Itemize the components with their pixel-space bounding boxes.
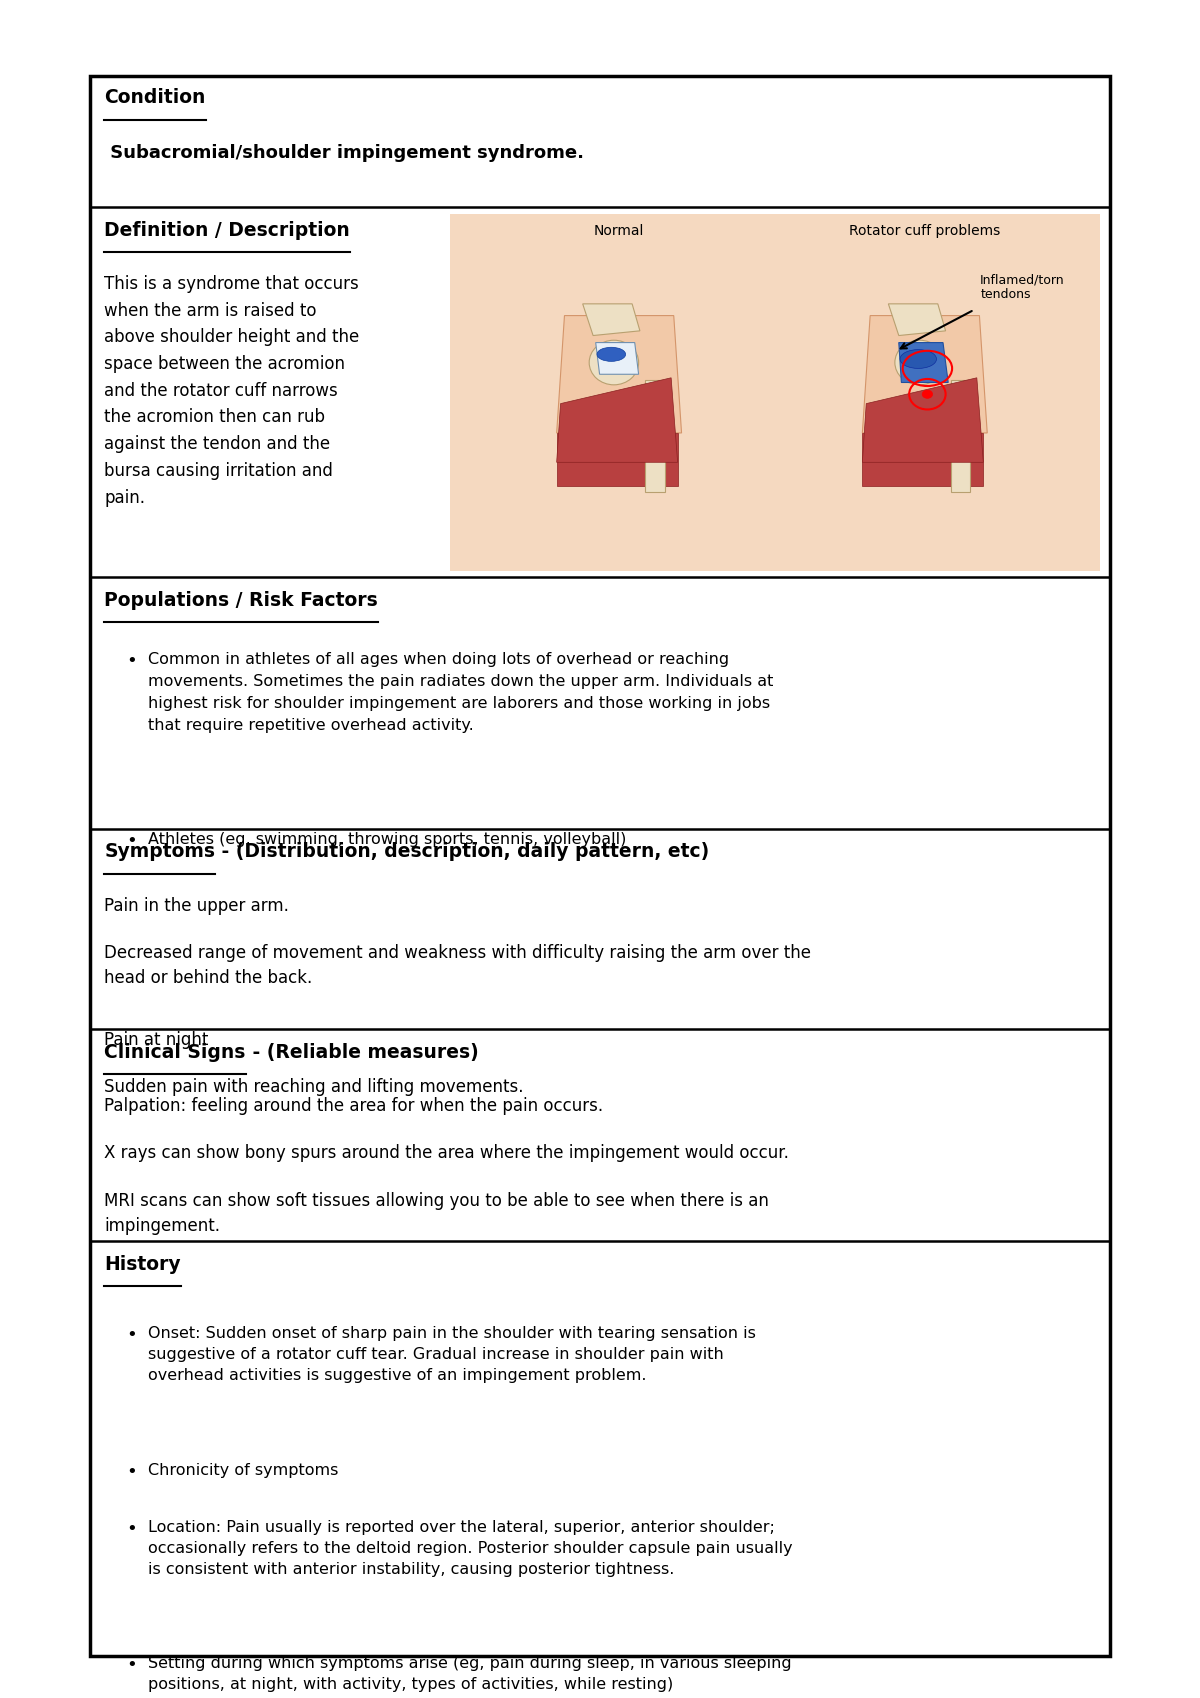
Text: MRI scans can show soft tissues allowing you to be able to see when there is an
: MRI scans can show soft tissues allowing… (104, 1192, 769, 1234)
Text: Chronicity of symptoms: Chronicity of symptoms (148, 1462, 338, 1477)
Text: Palpation: feeling around the area for when the pain occurs.: Palpation: feeling around the area for w… (104, 1097, 604, 1116)
Text: Inflamed/torn
tendons: Inflamed/torn tendons (980, 273, 1064, 301)
Text: •: • (126, 1326, 137, 1345)
Text: Definition / Description: Definition / Description (104, 221, 350, 239)
Text: Decreased range of movement and weakness with difficulty raising the arm over th: Decreased range of movement and weakness… (104, 944, 811, 987)
Text: This is a syndrome that occurs
when the arm is raised to
above shoulder height a: This is a syndrome that occurs when the … (104, 275, 360, 506)
Text: Populations / Risk Factors: Populations / Risk Factors (104, 591, 378, 610)
Polygon shape (950, 380, 971, 492)
Polygon shape (557, 316, 682, 433)
Text: Clinical Signs: Clinical Signs (104, 1043, 246, 1061)
FancyBboxPatch shape (90, 76, 1110, 1656)
Polygon shape (646, 380, 665, 492)
Text: Rotator cuff problems: Rotator cuff problems (850, 224, 1001, 238)
Text: X rays can show bony spurs around the area where the impingement would occur.: X rays can show bony spurs around the ar… (104, 1144, 790, 1163)
Polygon shape (557, 377, 678, 462)
Text: Sudden pain with reaching and lifting movements.: Sudden pain with reaching and lifting mo… (104, 1078, 524, 1097)
Text: Onset: Sudden onset of sharp pain in the shoulder with tearing sensation is
sugg: Onset: Sudden onset of sharp pain in the… (148, 1326, 756, 1384)
Ellipse shape (922, 391, 932, 399)
Text: - (Distribution, description, daily pattern, etc): - (Distribution, description, daily patt… (216, 842, 709, 861)
Polygon shape (863, 377, 983, 462)
Polygon shape (557, 433, 678, 486)
Text: Pain in the upper arm.: Pain in the upper arm. (104, 897, 289, 915)
Ellipse shape (900, 350, 936, 368)
Text: Subacromial/shoulder impingement syndrome.: Subacromial/shoulder impingement syndrom… (104, 144, 584, 163)
Text: •: • (126, 652, 137, 671)
Text: Symptoms: Symptoms (104, 842, 216, 861)
Ellipse shape (589, 340, 638, 385)
Ellipse shape (895, 340, 944, 385)
Text: Normal: Normal (594, 224, 644, 238)
Text: History: History (104, 1255, 181, 1274)
Polygon shape (863, 316, 988, 433)
Text: Common in athletes of all ages when doing lots of overhead or reaching
movements: Common in athletes of all ages when doin… (148, 652, 773, 734)
Polygon shape (583, 304, 640, 336)
Ellipse shape (596, 348, 625, 362)
Polygon shape (888, 304, 946, 336)
Text: •: • (126, 1462, 137, 1481)
FancyBboxPatch shape (450, 214, 1100, 571)
Text: •: • (126, 1520, 137, 1538)
Polygon shape (595, 343, 638, 374)
Text: Athletes (eg, swimming, throwing sports, tennis, volleyball): Athletes (eg, swimming, throwing sports,… (148, 832, 626, 847)
Polygon shape (863, 433, 983, 486)
Text: Pain at night: Pain at night (104, 1031, 209, 1049)
Text: - (Reliable measures): - (Reliable measures) (246, 1043, 479, 1061)
Text: •: • (126, 832, 137, 851)
Text: Condition: Condition (104, 88, 205, 107)
Polygon shape (899, 343, 948, 382)
Text: Location: Pain usually is reported over the lateral, superior, anterior shoulder: Location: Pain usually is reported over … (148, 1520, 792, 1577)
Text: •: • (126, 1657, 137, 1674)
Text: Setting during which symptoms arise (eg, pain during sleep, in various sleeping
: Setting during which symptoms arise (eg,… (148, 1657, 791, 1693)
